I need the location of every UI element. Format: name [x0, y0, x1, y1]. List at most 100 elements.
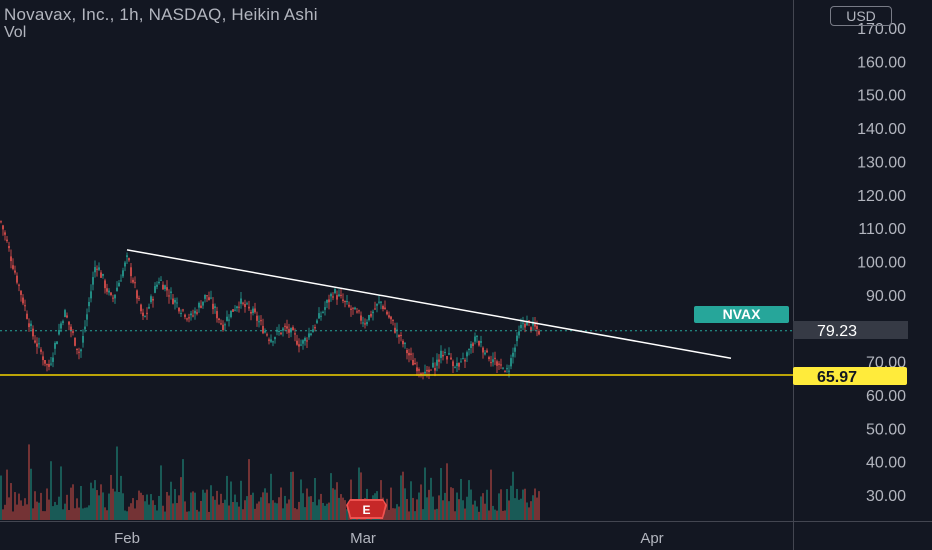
candle-body: [338, 294, 340, 297]
volume-bar: [116, 446, 118, 520]
candle: [116, 281, 118, 292]
volume-bar: [324, 505, 326, 520]
candle-body: [38, 343, 40, 345]
candle: [454, 365, 456, 369]
candle-body: [130, 267, 132, 277]
volume-bar: [20, 500, 22, 520]
candle: [408, 348, 410, 363]
candle: [526, 315, 528, 326]
candle-body: [380, 301, 382, 303]
candle-body: [528, 320, 530, 322]
candle: [538, 329, 540, 336]
candle: [334, 286, 336, 295]
candle: [404, 342, 406, 349]
candle: [128, 257, 130, 262]
volume-bar: [78, 507, 80, 520]
candle-body: [90, 291, 92, 299]
candle: [486, 348, 488, 354]
candle: [270, 334, 272, 344]
volume-bar: [224, 499, 226, 520]
candle-body: [494, 357, 496, 359]
candle-body: [10, 256, 12, 262]
candle: [502, 366, 504, 370]
candle: [460, 358, 462, 363]
volume-bar: [454, 511, 456, 520]
volume-bar: [244, 500, 246, 520]
candle-body: [468, 349, 470, 351]
candle: [310, 332, 312, 337]
candle: [400, 332, 402, 342]
candle-body: [446, 356, 448, 360]
candle-body: [198, 302, 200, 308]
candle: [432, 357, 434, 369]
candle: [362, 316, 364, 328]
volume-bar: [216, 490, 218, 520]
candle-body: [94, 267, 96, 273]
candle: [370, 310, 372, 318]
candle: [474, 332, 476, 345]
volume-bar: [2, 509, 4, 520]
candle-body: [230, 310, 232, 318]
volume-bar: [538, 491, 540, 520]
hline-price-value: 65.97: [817, 369, 857, 386]
candle-body: [490, 362, 492, 364]
volume-bar: [314, 478, 316, 520]
candle-body: [414, 363, 416, 365]
candle-body: [260, 320, 262, 322]
earnings-marker[interactable]: E: [346, 499, 387, 519]
candle-body: [280, 332, 282, 335]
candle-body: [510, 358, 512, 367]
volume-bar: [508, 500, 510, 520]
volume-bar: [534, 488, 536, 520]
volume-bar: [160, 465, 162, 520]
candle: [162, 281, 164, 290]
volume-legend-label[interactable]: Vol: [4, 24, 27, 41]
price-tick-label: 150.00: [857, 88, 906, 105]
candle-body: [430, 369, 432, 371]
candle: [168, 289, 170, 304]
candle: [64, 308, 66, 318]
candle: [482, 346, 484, 359]
volume-bar: [186, 511, 188, 520]
volume-bar: [154, 504, 156, 520]
candle: [212, 297, 214, 315]
candle: [214, 303, 216, 314]
candle-body: [436, 359, 438, 366]
volume-bar: [500, 489, 502, 520]
trendline[interactable]: [126, 249, 732, 359]
candle: [472, 341, 474, 353]
symbol-badge[interactable]: NVAX: [694, 306, 789, 323]
candle: [522, 316, 524, 330]
volume-bar: [22, 505, 24, 520]
chart-legend-title[interactable]: Novavax, Inc., 1h, NASDAQ, Heikin Ashi: [4, 5, 318, 24]
candle: [200, 300, 202, 309]
candle-body: [332, 296, 334, 298]
candle: [152, 296, 154, 308]
candle-body: [246, 303, 248, 305]
candle-body: [20, 290, 22, 295]
candle-body: [160, 279, 162, 281]
candle-body: [326, 300, 328, 303]
candle-body: [18, 284, 20, 286]
candle: [444, 348, 446, 356]
candle: [92, 271, 94, 291]
candle-body: [452, 361, 454, 367]
hline-price-label[interactable]: 65.97: [793, 367, 907, 386]
candle: [318, 307, 320, 319]
candle: [258, 315, 260, 328]
candle: [42, 351, 44, 366]
candle-body: [236, 306, 238, 309]
candle: [224, 322, 226, 331]
candle-body: [336, 295, 338, 300]
candle: [350, 305, 352, 317]
currency-button[interactable]: USD: [830, 6, 892, 26]
candle: [418, 367, 420, 378]
volume-bar: [258, 501, 260, 520]
candle: [176, 297, 178, 308]
candle: [8, 241, 10, 252]
price-tick-label: 30.00: [866, 488, 906, 505]
candle: [434, 362, 436, 377]
candle-body: [306, 340, 308, 342]
volume-bar: [392, 508, 394, 520]
